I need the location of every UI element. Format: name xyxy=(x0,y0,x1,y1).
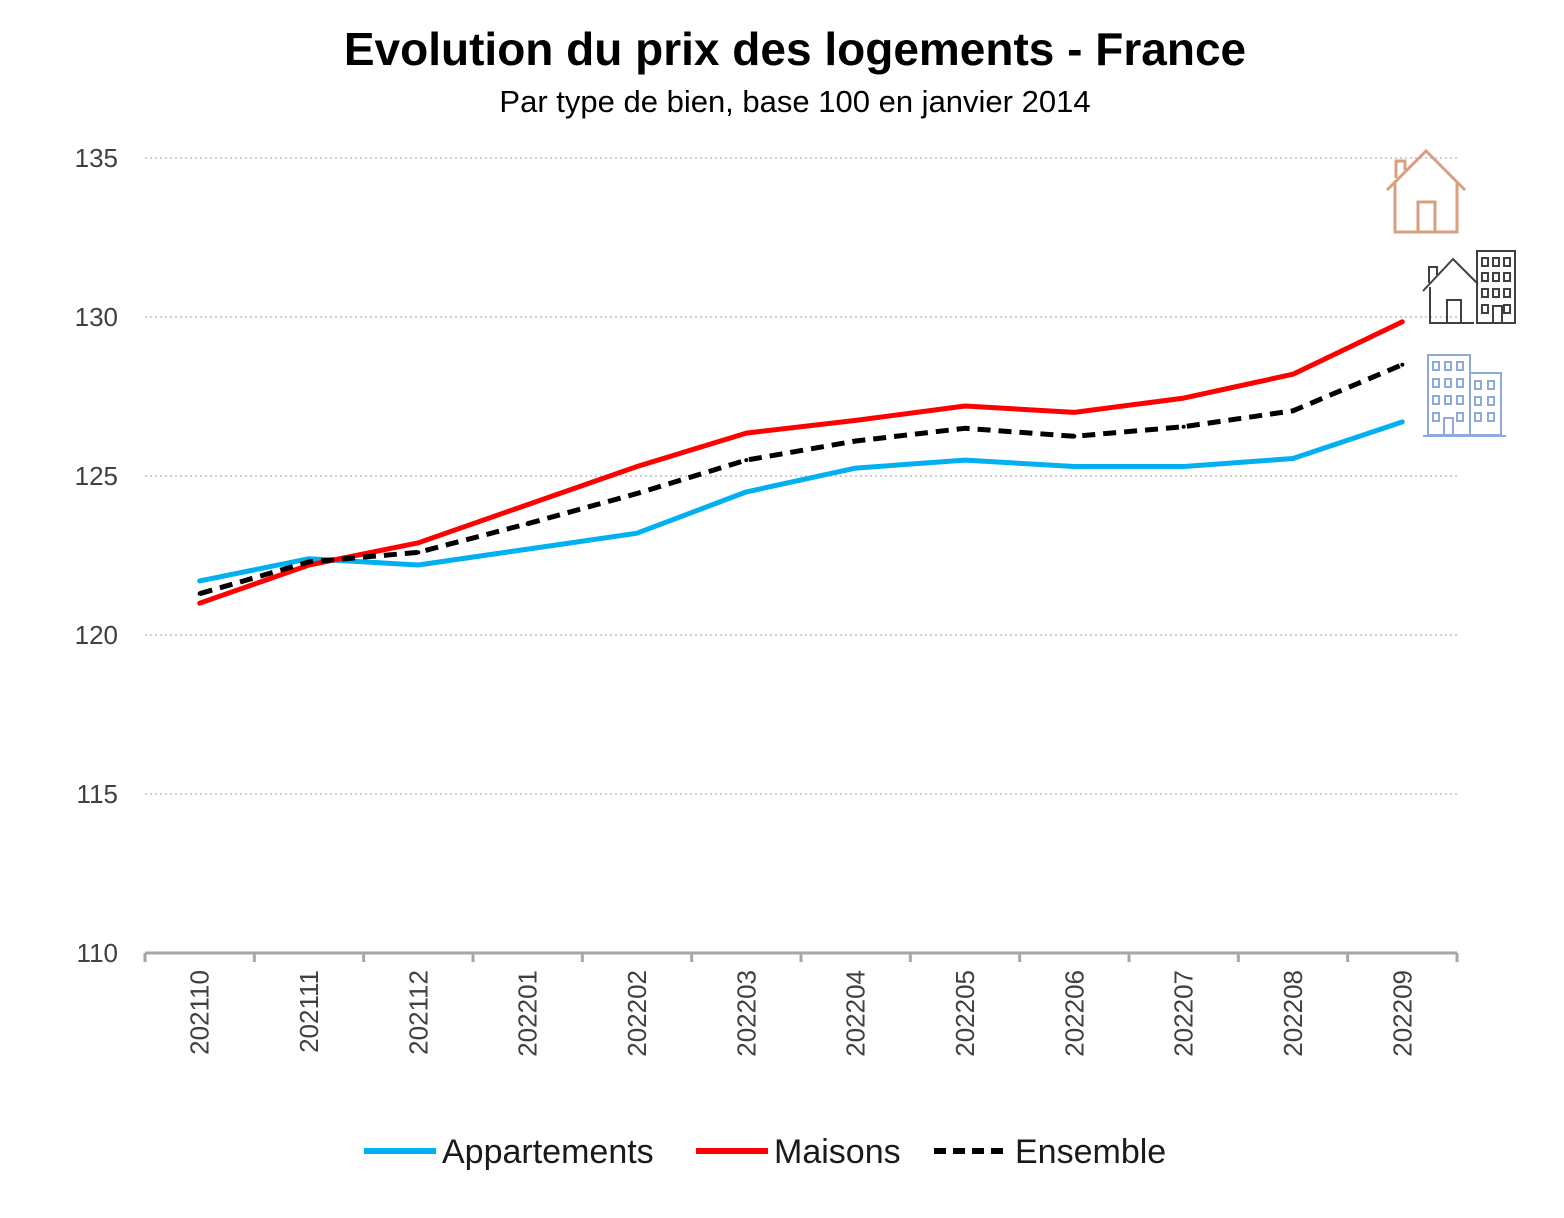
data-point-ensemble xyxy=(1072,434,1077,439)
data-point-maisons xyxy=(963,404,967,409)
x-tick-label: 202205 xyxy=(950,970,980,1057)
data-point-maisons xyxy=(1400,319,1405,324)
y-tick-label: 135 xyxy=(75,143,118,173)
data-point-ensemble xyxy=(525,521,530,526)
legend: Appartements Maisons Ensemble xyxy=(364,1133,1166,1171)
y-tick-label: 115 xyxy=(77,779,118,809)
data-point-appartements xyxy=(1181,464,1186,469)
data-point-appartements xyxy=(525,547,530,552)
y-tick-label: 130 xyxy=(75,302,118,332)
data-point-appartements xyxy=(1291,456,1295,461)
x-tick-label: 202208 xyxy=(1278,970,1308,1057)
data-point-appartements xyxy=(635,531,639,536)
data-point-appartements xyxy=(197,578,202,583)
data-point-ensemble xyxy=(963,426,967,431)
data-point-appartements xyxy=(1072,464,1077,469)
data-point-maisons xyxy=(744,431,749,436)
y-axis: 110 115 120 125 130 135 xyxy=(75,143,118,968)
legend-label: Maisons xyxy=(774,1133,901,1171)
series-line-appartements xyxy=(197,419,1405,584)
x-tick-label: 202201 xyxy=(513,970,543,1057)
data-point-ensemble xyxy=(416,550,421,555)
legend-item-ensemble: Ensemble xyxy=(934,1133,1166,1171)
house-icon xyxy=(1385,148,1467,234)
data-point-ensemble xyxy=(635,491,639,496)
legend-label: Ensemble xyxy=(1015,1133,1166,1171)
x-tick-label: 202202 xyxy=(622,970,652,1057)
data-point-maisons xyxy=(635,464,639,469)
x-tick-label: 202204 xyxy=(841,970,871,1057)
x-tick-label: 202112 xyxy=(403,970,433,1055)
data-point-appartements xyxy=(1400,419,1405,424)
data-point-maisons xyxy=(525,502,530,507)
series-line-ensemble xyxy=(199,362,1404,597)
legend-label: Appartements xyxy=(442,1133,654,1171)
legend-item-maisons: Maisons xyxy=(696,1133,901,1171)
x-tick-label: 202209 xyxy=(1387,970,1417,1057)
data-point-ensemble xyxy=(853,439,858,444)
legend-item-appartements: Appartements xyxy=(364,1133,654,1171)
data-point-ensemble xyxy=(1400,362,1405,367)
chart-subtitle: Par type de bien, base 100 en janvier 20… xyxy=(499,84,1091,119)
data-point-maisons xyxy=(197,601,202,606)
data-point-appartements xyxy=(853,466,858,471)
x-tick-label: 202207 xyxy=(1169,970,1199,1057)
apartment-building-icon xyxy=(1423,354,1506,437)
x-tick-label: 202110 xyxy=(185,970,215,1055)
data-point-maisons xyxy=(1291,372,1295,377)
x-axis: 202110 202111 202112 202201 202202 202203 2022… xyxy=(143,951,1459,1057)
x-tick-label: 202111 xyxy=(294,970,324,1053)
house-and-building-icon xyxy=(1422,250,1516,324)
data-point-ensemble xyxy=(197,591,202,596)
data-point-ensemble xyxy=(744,458,749,463)
y-tick-label: 125 xyxy=(75,461,118,491)
data-point-appartements xyxy=(744,489,749,494)
chart-title: Evolution du prix des logements - France xyxy=(343,23,1247,75)
data-point-maisons xyxy=(416,540,421,545)
x-tick-label: 202203 xyxy=(731,970,761,1057)
y-tick-label: 120 xyxy=(75,620,118,650)
series-line-maisons xyxy=(197,319,1405,606)
data-point-ensemble xyxy=(1291,408,1295,413)
data-point-maisons xyxy=(1181,396,1186,401)
y-tick-label: 110 xyxy=(77,938,118,968)
x-tick-label: 202206 xyxy=(1059,970,1089,1057)
data-point-appartements xyxy=(416,563,421,568)
series-lines xyxy=(197,319,1405,606)
data-point-maisons xyxy=(853,418,858,423)
data-point-ensemble xyxy=(307,559,311,564)
data-point-maisons xyxy=(1072,410,1077,415)
data-point-appartements xyxy=(963,458,967,463)
data-point-ensemble xyxy=(1181,424,1186,429)
gridlines xyxy=(145,157,1457,795)
